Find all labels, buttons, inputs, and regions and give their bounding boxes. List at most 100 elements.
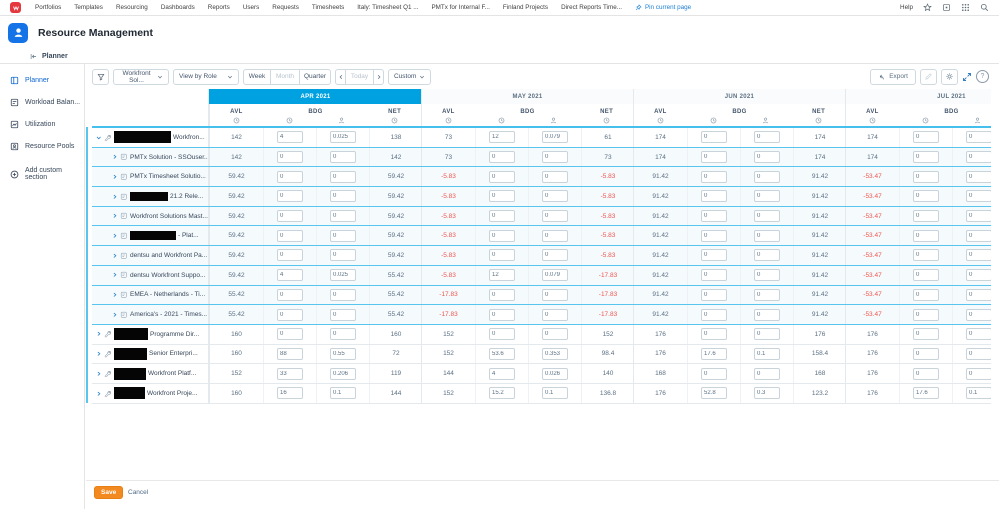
bdg-fte-input[interactable] xyxy=(330,308,356,321)
bdg-fte-input[interactable] xyxy=(542,347,568,360)
bdg-fte-input[interactable] xyxy=(754,288,780,301)
bdg-fte-input[interactable] xyxy=(542,269,568,282)
bdg-fte-input[interactable] xyxy=(330,249,356,262)
bdg-fte-input[interactable] xyxy=(754,249,780,262)
back-row[interactable]: Planner xyxy=(0,49,999,64)
bdg-fte-input[interactable] xyxy=(966,170,991,183)
bdg-hours-input[interactable] xyxy=(489,131,515,144)
bdg-fte-input[interactable] xyxy=(542,210,568,223)
bdg-hours-input[interactable] xyxy=(913,269,939,282)
bdg-fte-input[interactable] xyxy=(966,151,991,164)
bdg-hours-input[interactable] xyxy=(489,387,515,400)
help-circle-icon[interactable]: ? xyxy=(976,70,989,83)
bdg-hours-input[interactable] xyxy=(913,347,939,360)
bdg-fte-input[interactable] xyxy=(330,229,356,242)
bdg-hours-input[interactable] xyxy=(277,210,303,223)
bdg-fte-input[interactable] xyxy=(966,347,991,360)
bdg-fte-input[interactable] xyxy=(330,269,356,282)
edit-button[interactable] xyxy=(920,68,937,85)
bdg-hours-input[interactable] xyxy=(277,190,303,203)
pin-current-page-link[interactable]: Pin current page xyxy=(635,4,691,11)
bdg-fte-input[interactable] xyxy=(754,347,780,360)
bdg-hours-input[interactable] xyxy=(701,387,727,400)
chevron-right-icon[interactable] xyxy=(112,312,118,318)
bdg-fte-input[interactable] xyxy=(966,249,991,262)
bdg-hours-input[interactable] xyxy=(489,210,515,223)
bdg-fte-input[interactable] xyxy=(754,269,780,282)
month-header[interactable]: APR 2021 xyxy=(209,89,421,104)
topnav-item[interactable]: Italy: Timesheet Q1 ... xyxy=(357,4,419,11)
chevron-right-icon[interactable] xyxy=(112,154,118,160)
bdg-hours-input[interactable] xyxy=(277,387,303,400)
bdg-fte-input[interactable] xyxy=(754,367,780,380)
bdg-fte-input[interactable] xyxy=(754,229,780,242)
bdg-hours-input[interactable] xyxy=(913,367,939,380)
topnav-item[interactable]: Reports xyxy=(207,4,230,11)
bdg-fte-input[interactable] xyxy=(330,387,356,400)
bdg-fte-input[interactable] xyxy=(542,367,568,380)
chevron-right-icon[interactable] xyxy=(112,194,118,200)
bdg-fte-input[interactable] xyxy=(330,131,356,144)
bdg-hours-input[interactable] xyxy=(489,229,515,242)
bdg-hours-input[interactable] xyxy=(913,190,939,203)
bdg-fte-input[interactable] xyxy=(542,328,568,341)
bdg-fte-input[interactable] xyxy=(542,190,568,203)
sidebar-item-planner[interactable]: Planner xyxy=(0,69,84,91)
bdg-fte-input[interactable] xyxy=(754,210,780,223)
sidebar-item-resource-pools[interactable]: Resource Pools xyxy=(0,135,84,157)
bdg-fte-input[interactable] xyxy=(966,131,991,144)
chevron-right-icon[interactable] xyxy=(112,174,118,180)
cancel-button[interactable]: Cancel xyxy=(128,489,149,496)
topnav-item[interactable]: Users xyxy=(242,4,260,11)
chevron-down-icon[interactable] xyxy=(96,135,102,141)
topnav-item[interactable]: Templates xyxy=(74,4,103,11)
bdg-fte-input[interactable] xyxy=(754,328,780,341)
resource-pool-dropdown[interactable]: Workfront Sol... xyxy=(113,68,169,85)
bdg-fte-input[interactable] xyxy=(754,151,780,164)
bdg-fte-input[interactable] xyxy=(330,347,356,360)
bdg-fte-input[interactable] xyxy=(542,131,568,144)
month-header[interactable]: JUN 2021 xyxy=(633,89,845,104)
topnav-item[interactable]: Dashboards xyxy=(160,4,195,11)
bdg-fte-input[interactable] xyxy=(542,151,568,164)
fullscreen-icon[interactable] xyxy=(962,72,972,82)
bdg-hours-input[interactable] xyxy=(701,308,727,321)
bdg-hours-input[interactable] xyxy=(489,328,515,341)
notifications-icon[interactable] xyxy=(942,3,951,12)
save-button[interactable]: Save xyxy=(94,486,124,499)
bdg-hours-input[interactable] xyxy=(489,347,515,360)
bdg-hours-input[interactable] xyxy=(913,288,939,301)
bdg-hours-input[interactable] xyxy=(277,308,303,321)
chevron-right-icon[interactable] xyxy=(112,253,118,259)
bdg-fte-input[interactable] xyxy=(966,367,991,380)
bdg-fte-input[interactable] xyxy=(542,308,568,321)
topnav-item[interactable]: Requests xyxy=(272,4,299,11)
chevron-right-icon[interactable] xyxy=(112,213,118,219)
bdg-hours-input[interactable] xyxy=(277,151,303,164)
week-button[interactable]: Week xyxy=(243,68,271,85)
chevron-right-icon[interactable] xyxy=(112,292,118,298)
bdg-fte-input[interactable] xyxy=(330,170,356,183)
bdg-fte-input[interactable] xyxy=(754,387,780,400)
sidebar-item-add-custom-section[interactable]: Add custom section xyxy=(0,163,84,185)
bdg-hours-input[interactable] xyxy=(277,288,303,301)
bdg-hours-input[interactable] xyxy=(913,387,939,400)
today-button[interactable]: Today xyxy=(345,68,374,85)
bdg-hours-input[interactable] xyxy=(489,288,515,301)
bdg-fte-input[interactable] xyxy=(966,328,991,341)
bdg-fte-input[interactable] xyxy=(330,151,356,164)
bdg-fte-input[interactable] xyxy=(542,288,568,301)
view-by-dropdown[interactable]: View by Role xyxy=(173,68,239,85)
bdg-fte-input[interactable] xyxy=(966,210,991,223)
topnav-item[interactable]: Direct Reports Time... xyxy=(561,4,622,11)
bdg-fte-input[interactable] xyxy=(754,308,780,321)
bdg-hours-input[interactable] xyxy=(701,131,727,144)
bdg-hours-input[interactable] xyxy=(277,229,303,242)
bdg-hours-input[interactable] xyxy=(701,288,727,301)
bdg-fte-input[interactable] xyxy=(966,308,991,321)
bdg-hours-input[interactable] xyxy=(701,210,727,223)
app-switcher-icon[interactable] xyxy=(961,3,970,12)
bdg-hours-input[interactable] xyxy=(913,328,939,341)
bdg-fte-input[interactable] xyxy=(330,328,356,341)
bdg-fte-input[interactable] xyxy=(966,269,991,282)
